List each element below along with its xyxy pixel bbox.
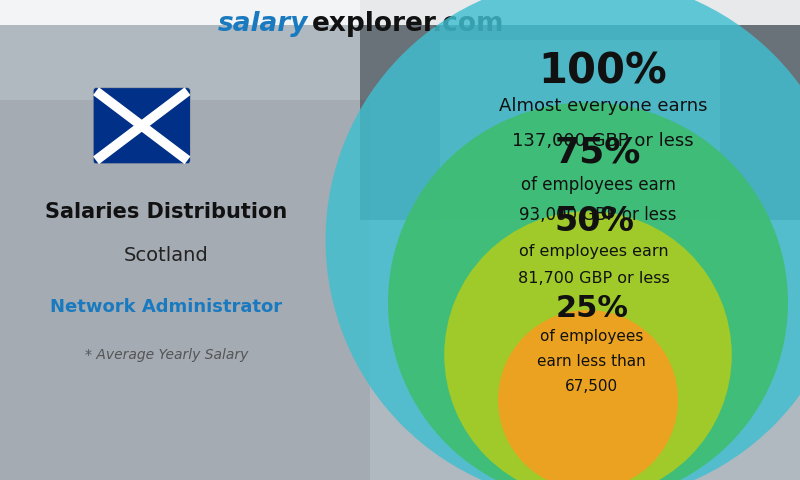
Text: earn less than: earn less than <box>538 354 646 369</box>
FancyBboxPatch shape <box>93 88 190 164</box>
Text: 93,000 GBP or less: 93,000 GBP or less <box>519 206 677 224</box>
Text: 50%: 50% <box>554 205 634 238</box>
Circle shape <box>326 0 800 480</box>
Text: 75%: 75% <box>555 135 641 169</box>
Text: * Average Yearly Salary: * Average Yearly Salary <box>85 348 248 362</box>
Text: salary: salary <box>218 11 308 37</box>
Text: of employees earn: of employees earn <box>519 244 669 259</box>
Text: of employees: of employees <box>540 329 643 344</box>
Text: 81,700 GBP or less: 81,700 GBP or less <box>518 271 670 286</box>
Bar <box>360 0 800 220</box>
Text: 100%: 100% <box>538 50 667 92</box>
Circle shape <box>388 103 788 480</box>
Bar <box>0 0 800 25</box>
Circle shape <box>444 211 732 480</box>
Text: Scotland: Scotland <box>124 246 209 265</box>
Bar <box>0 100 370 480</box>
Text: Network Administrator: Network Administrator <box>50 298 282 316</box>
Text: Almost everyone earns: Almost everyone earns <box>498 97 707 115</box>
Text: 67,500: 67,500 <box>565 379 618 394</box>
Text: explorer.com: explorer.com <box>312 11 505 37</box>
Text: 137,000 GBP or less: 137,000 GBP or less <box>512 132 694 150</box>
Text: 25%: 25% <box>555 294 628 323</box>
Bar <box>440 40 720 240</box>
Circle shape <box>498 310 678 480</box>
Text: Salaries Distribution: Salaries Distribution <box>46 202 287 222</box>
Text: of employees earn: of employees earn <box>521 176 675 194</box>
